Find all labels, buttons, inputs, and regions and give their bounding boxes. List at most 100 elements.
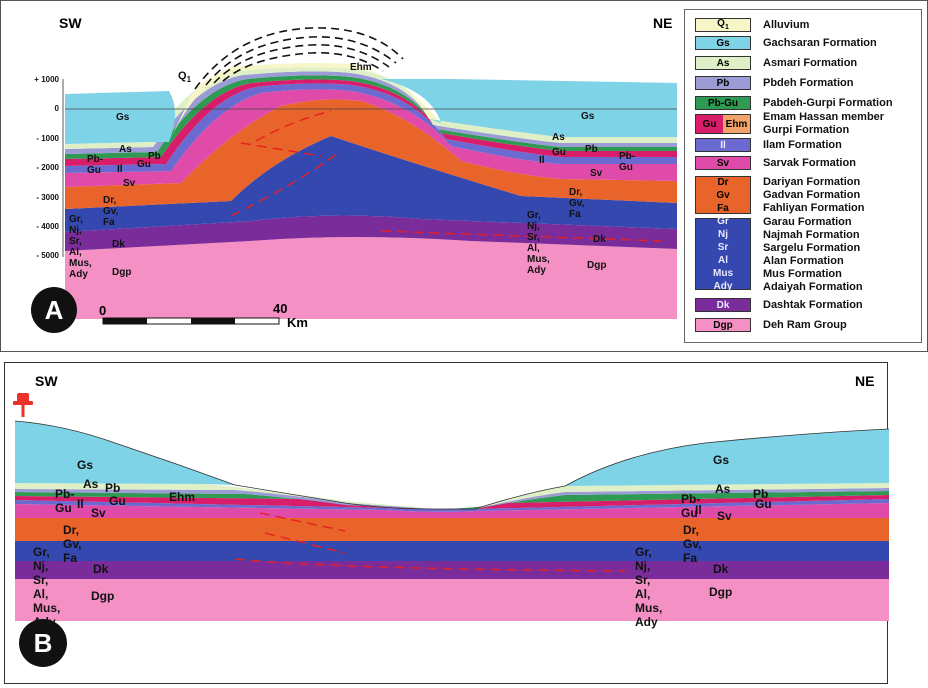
- label-dk: Dk: [713, 562, 729, 576]
- legend-swatch: Dgp: [695, 318, 751, 332]
- layer-il: [15, 499, 889, 512]
- legend-label-line: Pabdeh-Gurpi Formation: [763, 96, 893, 109]
- label-sv: Sv: [123, 178, 136, 189]
- legend-label-line: Adaiyah Formation: [763, 281, 863, 293]
- label-dk: Dk: [112, 239, 125, 250]
- label-pbgu: Pb-Gu: [619, 151, 636, 173]
- legend-label: Alluvium: [763, 19, 809, 32]
- legend-label-line: Sarvak Formation: [763, 156, 856, 169]
- legend-label-line: Ilam Formation: [763, 138, 842, 151]
- layer-gr: [15, 541, 889, 561]
- label-gs: Gs: [581, 111, 595, 122]
- depth-tick: - 5000: [36, 251, 59, 260]
- label-il: Il: [117, 164, 123, 175]
- label-pb: Pb: [105, 481, 121, 495]
- label-il: Il: [539, 155, 545, 166]
- layer-gu: [15, 495, 889, 510]
- scale-start-label: 0: [99, 303, 107, 318]
- label-as: As: [715, 482, 731, 496]
- legend-label-line: Gachsaran Formation: [763, 36, 877, 49]
- label-as: As: [119, 144, 132, 155]
- panel-a: + 1000 0 - 1000 - 2000 - 3000 - 4000 - 5…: [0, 0, 928, 352]
- legend-label-line: Sargelu Formation: [763, 242, 861, 254]
- label-pb: Pb: [753, 487, 769, 501]
- panel-a-label: A: [44, 294, 64, 325]
- legend-item: Pb-Gu Pabdeh-Gurpi Formation: [695, 96, 921, 110]
- legend-code: Sr: [717, 242, 729, 253]
- layer-dgp: [65, 237, 677, 319]
- label-il: Il: [77, 497, 84, 511]
- label-dgp: Dgp: [91, 589, 115, 603]
- legend-item: Sv Sarvak Formation: [695, 156, 921, 170]
- legend-swatch: Sv: [695, 156, 751, 170]
- legend-label: Ilam Formation: [763, 139, 842, 152]
- legend-code: Dr: [717, 176, 729, 188]
- legend-label-line: Najmah Formation: [763, 229, 860, 241]
- legend-code: Gr: [717, 216, 729, 227]
- legend-label: Dashtak Formation: [763, 299, 863, 312]
- legend-label: Pabdeh-Gurpi Formation: [763, 97, 893, 110]
- legend-swatch: Gs: [695, 36, 751, 50]
- label-drgvfa: Dr, Gv, Fa: [683, 523, 702, 565]
- legend-label-line: Emam Hassan member: [763, 111, 885, 123]
- depth-tick: + 1000: [34, 75, 59, 84]
- orientation-ne: NE: [653, 15, 673, 31]
- legend-label-line: Gadvan Formation: [763, 188, 861, 201]
- label-gu: Gu: [755, 497, 772, 511]
- label-pbgu: Pb-Gu: [87, 154, 104, 176]
- legend-code: Dk: [716, 299, 730, 311]
- layer-as: [15, 483, 889, 509]
- layer-sv: [15, 503, 889, 518]
- legend-item: Gs Gachsaran Formation: [695, 36, 921, 50]
- layer-pbgu: [15, 491, 889, 509]
- eroded-fold-arcs: [194, 27, 404, 90]
- legend-label: Deh Ram Group: [763, 319, 847, 332]
- legend-label: Sarvak Formation: [763, 157, 856, 170]
- label-dgp: Dgp: [587, 260, 607, 271]
- legend-item: Gu Ehm Emam Hassan member Gurpi Formation: [695, 111, 921, 136]
- legend-code: Gv: [716, 189, 730, 201]
- panel-b-label: B: [33, 627, 53, 658]
- label-sv: Sv: [91, 506, 106, 520]
- legend-label-line: Garau Formation: [763, 216, 852, 228]
- depth-tick: - 4000: [36, 222, 59, 231]
- label-pb: Pb: [585, 144, 598, 155]
- legend-swatch: Gr Nj Sr Al Mus Ady: [695, 216, 751, 292]
- label-sv: Sv: [590, 168, 603, 179]
- legend-label: Dariyan Formation Gadvan Formation Fahliya…: [763, 176, 864, 215]
- layer-pb: [65, 71, 677, 154]
- label-dgp: Dgp: [709, 585, 733, 599]
- label-gr: Gr, Nj, Sr, Al, Mus, Ady: [527, 210, 550, 276]
- legend-swatch: Pb-Gu: [695, 96, 751, 110]
- legend-item: Dr Gv Fa Dariyan Formation Gadvan Formation F…: [695, 176, 921, 214]
- label-gs: Gs: [116, 112, 130, 123]
- legend-label-line: Asmari Formation: [763, 56, 858, 69]
- legend-item: Gr Nj Sr Al Mus Ady Garau Formation Najmah Form…: [695, 216, 921, 293]
- depth-tick: - 1000: [36, 134, 59, 143]
- legend-label-line: Alluvium: [763, 18, 810, 31]
- legend-item: Dgp Deh Ram Group: [695, 318, 921, 332]
- pin-icon: [13, 393, 33, 417]
- layer-dk: [15, 561, 889, 579]
- legend-label-line: Fahliyan Formation: [763, 201, 865, 214]
- depth-tick: - 3000: [36, 193, 59, 202]
- layer-il: [65, 83, 677, 173]
- label-drgvfa: Dr, Gv, Fa: [103, 195, 119, 228]
- label-ehm: Ehm: [169, 490, 196, 504]
- label-as: As: [83, 477, 99, 491]
- depth-tick: 0: [54, 104, 59, 113]
- legend-code: Fa: [717, 202, 729, 214]
- layer-dk: [65, 215, 677, 251]
- legend-code: Gu: [696, 115, 723, 133]
- label-q1: Q1: [178, 70, 192, 85]
- legend-code: Il: [720, 139, 726, 151]
- label-pbgu: Pb-Gu: [55, 487, 75, 515]
- legend-item: Il Ilam Formation: [695, 138, 921, 152]
- legend-swatch: Gu Ehm: [695, 114, 751, 134]
- label-dk: Dk: [93, 562, 109, 576]
- depth-tick: - 2000: [36, 163, 59, 172]
- layer-gu: [65, 79, 677, 166]
- layer-as: [65, 67, 677, 149]
- label-ehm: Ehm: [350, 62, 372, 73]
- label-drgvfa: Dr, Gv, Fa: [569, 187, 585, 220]
